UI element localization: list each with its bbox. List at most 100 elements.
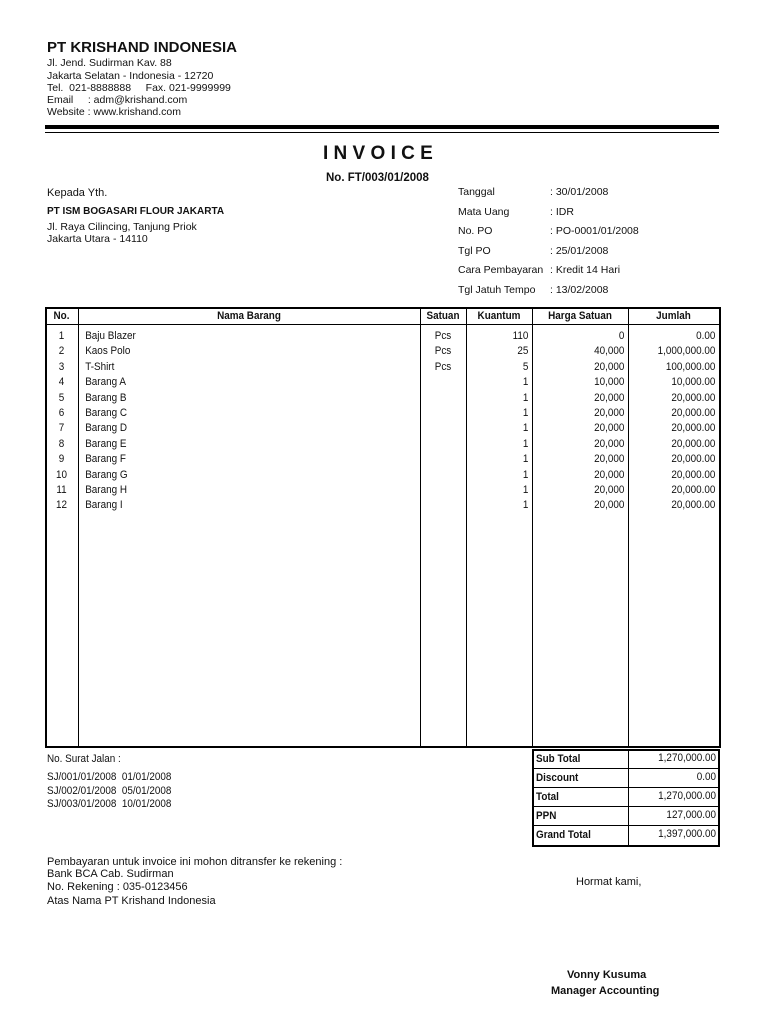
table-cell: 1 [522,376,529,389]
company-phone: Tel. 021-8888888 Fax. 021-9999999 [47,82,231,94]
invoice-title: I N V O I C E [323,143,433,164]
table-cell: 25 [517,345,529,358]
header-rule-thick [45,125,719,129]
payment-account-name: Atas Nama PT Krishand Indonesia [47,895,216,907]
table-cell: 20,000.00 [671,391,716,404]
totals-border-right [718,749,720,847]
meta-value: : 13/02/2008 [550,283,609,296]
table-cell: 1,000,000.00 [657,345,716,358]
table-cell: 20,000.00 [671,422,716,435]
customer-name: PT ISM BOGASARI FLOUR JAKARTA [47,206,225,217]
total-value: 1,270,000.00 [658,790,716,802]
totals-divider [628,749,629,847]
table-cell: 20,000.00 [671,499,716,512]
table-cell: 5 [58,391,65,404]
table-cell: 12 [55,499,68,512]
payment-bank: Bank BCA Cab. Sudirman [47,868,174,880]
table-cell: 4 [58,376,65,389]
table-column-divider [628,307,629,748]
table-cell: 20,000.00 [671,407,716,419]
total-label: Grand Total [536,829,591,841]
table-cell: 10,000.00 [671,376,716,389]
table-column-divider [719,307,721,748]
table-cell: 1 [522,468,529,481]
totals-row-rule [532,787,720,788]
table-cell: 2 [58,345,65,358]
meta-value: : IDR [550,205,574,218]
table-cell: 40,000 [594,345,625,358]
table-cell: 110 [512,330,529,342]
table-cell: 20,000 [594,499,625,512]
table-cell: 11 [56,484,67,496]
table-column-divider [45,307,47,748]
meta-label: Tgl PO [458,244,491,257]
total-label: PPN [536,810,557,822]
table-cell: 5 [522,360,529,373]
table-cell: 1 [522,484,529,496]
table-header-rule [45,324,720,325]
table-cell: 10 [55,468,68,481]
meta-value: : PO-0001/01/2008 [550,225,639,237]
header-kuantum: Kuantum [477,310,521,322]
table-cell: Pcs [434,345,452,358]
table-cell: 1 [58,330,65,342]
meta-value: : Kredit 14 Hari [550,264,621,276]
totals-border-left [532,749,534,847]
header-rule-thin [45,132,719,133]
table-cell: 1 [522,499,529,512]
meta-value: : 30/01/2008 [550,186,609,198]
table-cell: 6 [58,407,65,419]
table-cell: 100,000.00 [665,360,716,373]
table-cell: Barang E [85,437,127,450]
table-column-divider [466,307,467,748]
meta-label: Tanggal [458,186,495,198]
header-no: No. [53,310,70,322]
company-website: Website : www.krishand.com [47,106,182,118]
table-cell: Kaos Polo [85,345,131,358]
table-cell: 20,000 [594,422,625,435]
table-cell: 20,000.00 [671,468,716,481]
table-column-divider [532,307,533,748]
table-cell: 0 [618,330,625,342]
table-cell: 1 [522,437,529,450]
table-cell: T-Shirt [85,360,115,373]
table-cell: 8 [58,437,65,450]
table-cell: 20,000 [594,468,625,481]
table-cell: 20,000 [594,407,625,419]
signature-closing: Hormat kami, [576,876,642,888]
table-cell: 0.00 [696,330,716,342]
table-cell: 9 [58,453,65,466]
table-border-top [45,307,720,309]
table-cell: Barang B [85,391,127,404]
signature-title: Manager Accounting [551,985,660,997]
total-value: 127,000.00 [666,809,716,821]
payment-line-1: Pembayaran untuk invoice ini mohon ditra… [47,856,343,868]
totals-row-rule [532,768,720,769]
table-cell: 20,000 [594,360,625,373]
customer-address-1: Jl. Raya Cilincing, Tanjung Priok [47,221,197,233]
table-cell: Barang H [85,484,128,496]
company-email: Email : adm@krishand.com [47,94,188,106]
company-address-1: Jl. Jend. Sudirman Kav. 88 [47,57,172,69]
signature-name: Vonny Kusuma [567,969,647,981]
table-cell: 20,000.00 [671,437,716,450]
table-cell: 1 [522,422,529,435]
table-border-bottom [45,746,720,748]
table-cell: Barang G [85,468,128,481]
table-cell: Barang C [85,407,128,419]
delivery-item: SJ/001/01/2008 01/01/2008 [47,771,172,783]
payment-account: No. Rekening : 035-0123456 [47,881,188,893]
table-cell: 1 [522,407,529,419]
totals-row-rule [532,749,720,751]
meta-label: No. PO [458,225,493,237]
table-cell: Barang F [85,453,126,466]
total-value: 1,270,000.00 [658,752,716,764]
table-cell: Barang I [85,499,123,512]
table-column-divider [420,307,421,748]
totals-border-bottom [532,845,720,847]
table-cell: 20,000 [594,391,625,404]
total-label: Discount [536,772,579,784]
delivery-label: No. Surat Jalan : [47,753,121,765]
table-cell: Pcs [434,330,452,342]
total-value: 0.00 [696,771,716,783]
